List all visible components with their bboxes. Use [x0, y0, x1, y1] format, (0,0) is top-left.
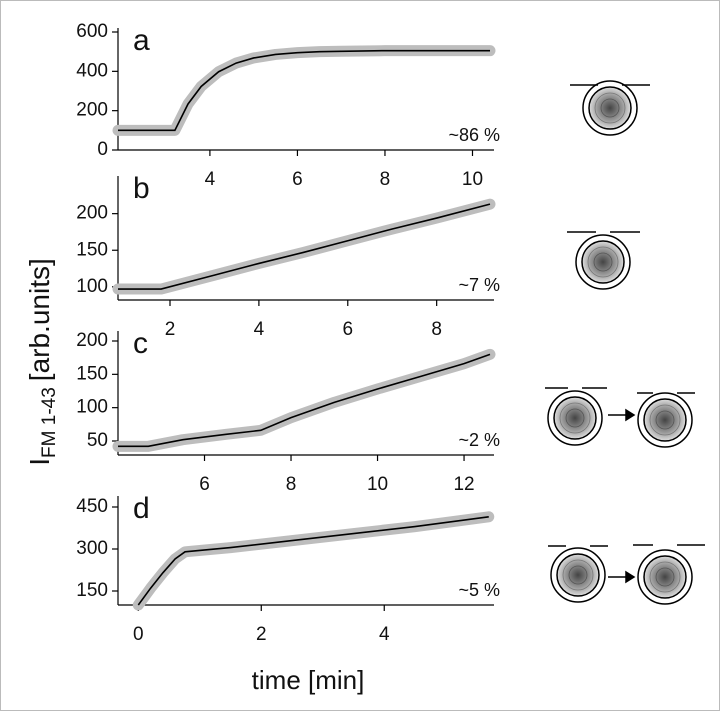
data-line	[118, 49, 490, 132]
x-tick-label: 8	[286, 474, 297, 495]
x-tick-label: 6	[199, 474, 210, 495]
x-tick-label: 0	[133, 624, 144, 645]
y-tick-label: 450	[76, 496, 108, 517]
x-axis-label: time [min]	[252, 665, 365, 695]
panel-letter: d	[133, 492, 150, 525]
y-tick-label: 200	[76, 100, 108, 121]
x-tick-label: 8	[431, 319, 442, 340]
panel-letter: c	[133, 327, 148, 360]
schematics	[545, 80, 705, 605]
x-tick-label: 12	[453, 474, 474, 495]
data-line	[137, 516, 489, 606]
x-tick-label: 8	[380, 169, 391, 190]
annotation: ~86 %	[448, 125, 500, 145]
y-label-sub: FM 1-43	[39, 387, 60, 458]
y-tick-label: 150	[76, 239, 108, 260]
y-tick-label: 200	[76, 203, 108, 224]
x-tick-label: 6	[342, 319, 353, 340]
data-line	[118, 353, 491, 448]
y-axis-label: IFM 1-43 [arb.units]	[24, 258, 60, 465]
annotation: ~2 %	[458, 430, 500, 450]
x-tick-label: 2	[256, 624, 267, 645]
y-label-unit: [arb.units]	[24, 258, 55, 381]
y-label-main: I	[24, 458, 55, 466]
x-tick-label: 4	[379, 624, 390, 645]
y-tick-label: 150	[76, 580, 108, 601]
x-tick-label: 6	[292, 169, 303, 190]
y-tick-label: 50	[87, 430, 108, 451]
annotation: ~7 %	[458, 275, 500, 295]
x-tick-label: 4	[254, 319, 265, 340]
x-tick-label: 10	[462, 169, 483, 190]
panel-letter: a	[133, 24, 150, 57]
y-tick-label: 300	[76, 538, 108, 559]
x-tick-label: 4	[205, 169, 216, 190]
y-tick-label: 400	[76, 60, 108, 81]
annotation: ~5 %	[458, 580, 500, 600]
y-tick-label: 100	[76, 276, 108, 297]
y-tick-label: 150	[76, 363, 108, 384]
y-tick-label: 100	[76, 397, 108, 418]
panel-letter: b	[133, 172, 150, 205]
data-line	[118, 203, 491, 290]
x-tick-label: 2	[165, 319, 176, 340]
y-tick-label: 600	[76, 21, 108, 42]
y-tick-label: 200	[76, 330, 108, 351]
x-tick-label: 10	[367, 474, 388, 495]
y-tick-label: 0	[97, 139, 108, 160]
